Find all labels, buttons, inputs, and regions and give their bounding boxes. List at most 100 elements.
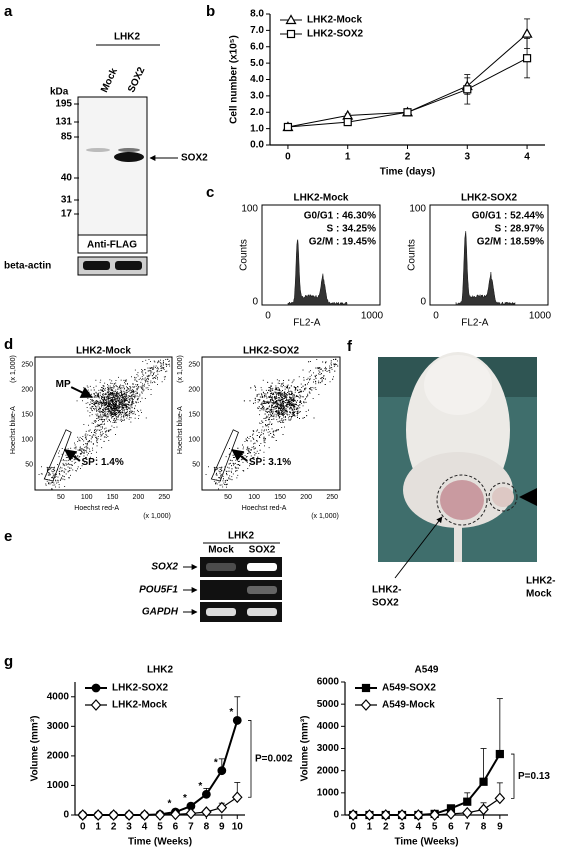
dot: [262, 396, 263, 398]
dot: [113, 403, 115, 405]
dot: [125, 399, 127, 401]
dot: [113, 414, 115, 416]
dot: [116, 407, 118, 409]
legend-marker: [90, 699, 102, 711]
dot: [227, 480, 228, 481]
dot: [81, 465, 83, 467]
marker: [396, 809, 408, 821]
dot: [94, 403, 95, 405]
dot: [111, 399, 112, 401]
dot: [112, 409, 114, 411]
dot: [279, 400, 281, 402]
dot: [272, 394, 274, 396]
gate: [43, 429, 72, 482]
dot: [290, 403, 292, 405]
dot: [122, 398, 124, 400]
dot: [122, 404, 124, 406]
dot: [129, 413, 131, 415]
dot: [112, 399, 114, 401]
x-tick-label: 5: [432, 822, 438, 833]
dot: [119, 411, 120, 413]
dot: [278, 399, 280, 401]
dot: [134, 407, 135, 409]
dot: [118, 398, 120, 400]
dot: [285, 409, 286, 411]
dot: [126, 406, 128, 408]
x-tick-label: 4: [142, 822, 148, 833]
dot: [96, 439, 98, 441]
dot: [59, 480, 61, 481]
dot: [221, 484, 223, 486]
scatter-ytick: 50: [192, 462, 200, 469]
dot: [280, 400, 282, 402]
dot: [291, 404, 293, 406]
dot: [144, 379, 146, 381]
dot: [273, 406, 275, 408]
dot: [120, 389, 122, 391]
dot: [113, 399, 115, 401]
dot: [261, 431, 263, 433]
dot: [120, 403, 122, 405]
dot: [125, 380, 127, 382]
dot: [252, 437, 254, 439]
dot: [108, 396, 110, 398]
dot: [287, 384, 289, 386]
dot: [121, 411, 123, 413]
dot: [329, 381, 331, 383]
dot: [114, 406, 116, 407]
dot: [285, 402, 287, 404]
gel-group: LHK2: [228, 531, 255, 542]
dot: [79, 446, 81, 448]
dot: [276, 387, 278, 389]
dot: [124, 404, 125, 406]
dot: [254, 385, 256, 387]
dot: [281, 410, 282, 411]
probe-box: [77, 234, 148, 254]
dot: [310, 370, 311, 372]
dot: [119, 419, 121, 421]
dot: [99, 408, 101, 409]
dot: [298, 391, 300, 393]
dot: [260, 387, 262, 389]
dot: [275, 402, 277, 404]
dot: [114, 421, 116, 423]
dot: [291, 399, 293, 401]
dot: [278, 413, 280, 415]
dot: [125, 403, 127, 405]
dot: [277, 392, 279, 393]
significance-star: *: [229, 707, 233, 718]
dot: [215, 482, 217, 484]
dot: [81, 448, 83, 450]
dot: [268, 389, 269, 391]
dot: [98, 389, 100, 391]
dot: [128, 401, 130, 403]
dot: [131, 394, 133, 395]
dot: [114, 402, 116, 404]
dot: [116, 401, 118, 403]
dot: [150, 370, 152, 372]
dot: [77, 466, 79, 468]
dot: [131, 401, 133, 402]
dot: [115, 408, 117, 410]
dot: [98, 403, 100, 405]
lane-label: Mock: [208, 545, 234, 556]
dot: [120, 413, 122, 415]
dot: [240, 459, 242, 461]
dot: [128, 395, 130, 397]
dot: [125, 398, 127, 399]
dot: [130, 397, 132, 399]
dot: [92, 447, 93, 449]
dot: [97, 442, 98, 444]
dot: [108, 414, 110, 416]
dot: [79, 449, 80, 451]
dot: [281, 405, 283, 407]
dot: [153, 377, 155, 378]
dot: [114, 401, 116, 403]
dot: [90, 389, 92, 391]
dot: [129, 411, 130, 412]
dot: [289, 395, 291, 397]
dot: [124, 397, 126, 399]
dot: [133, 383, 134, 385]
dot: [135, 401, 137, 403]
dot: [279, 383, 281, 384]
